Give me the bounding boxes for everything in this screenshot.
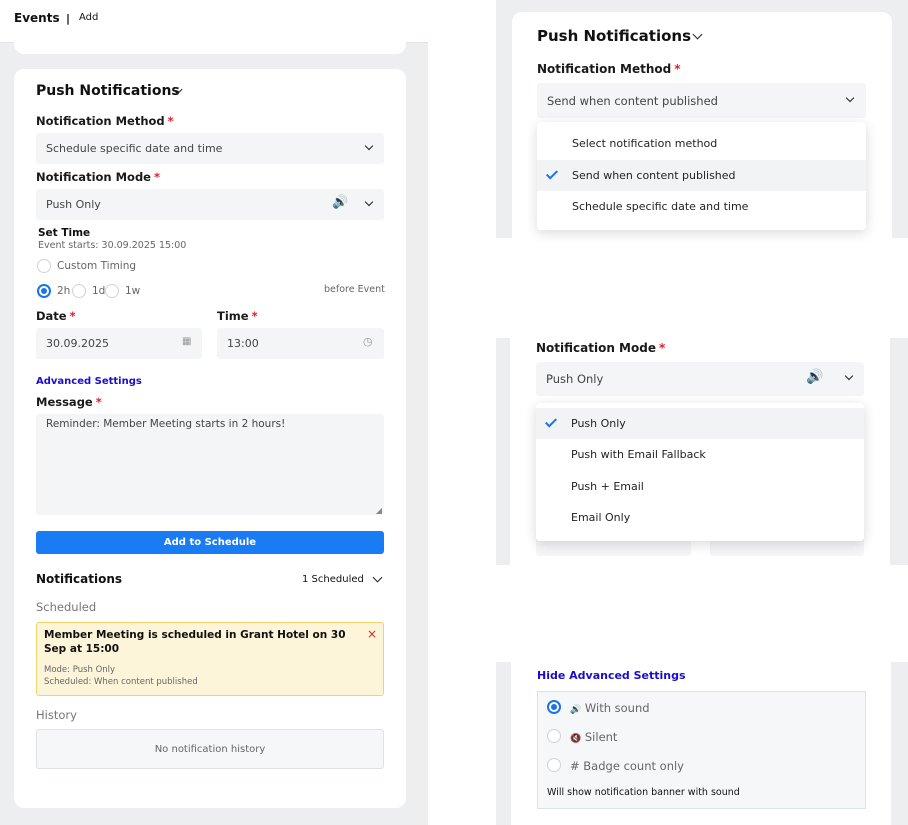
badge-only-radio[interactable] [547, 758, 561, 772]
section-title: Push Notifications [537, 27, 692, 45]
silent-radio[interactable] [547, 729, 561, 743]
badge-only-label: # Badge count only [570, 759, 684, 773]
scheduled-mode: Mode: Push Only [44, 665, 116, 675]
push-notifications-card: Push Notifications Notification Method * … [14, 69, 406, 808]
chevron-down-icon [845, 93, 855, 103]
hash-icon: # [570, 759, 580, 773]
add-to-schedule-button[interactable]: Add to Schedule [36, 531, 384, 554]
notification-mode-select[interactable]: Push Only 🔊 [36, 189, 384, 220]
event-starts: Event starts: 30.09.2025 15:00 [38, 240, 187, 251]
notifications-title: Notifications [36, 572, 123, 586]
method-dropdown-panel: Push Notifications Notification Method * … [512, 12, 892, 238]
preset-1d-radio[interactable] [72, 284, 86, 298]
delete-icon[interactable]: × [367, 627, 378, 641]
mode-label: Notification Mode * [36, 170, 160, 184]
notifications-chevron-icon[interactable] [372, 572, 383, 583]
scheduled-count: 1 Scheduled [302, 574, 364, 585]
preset-1w-radio[interactable] [105, 284, 119, 298]
date-label: Date * [36, 309, 76, 323]
breadcrumb-add[interactable]: Add [79, 12, 99, 23]
notification-method-select[interactable]: Schedule specific date and time [36, 133, 384, 164]
check-icon [545, 167, 559, 180]
preset-2h-label: 2h [57, 285, 71, 297]
speaker-icon: 🔊 [332, 195, 349, 210]
history-empty: No notification history [36, 729, 384, 769]
with-sound-radio[interactable] [547, 700, 561, 714]
notification-mode-select[interactable]: Push Only 🔊 [536, 362, 864, 396]
time-label: Time * [217, 309, 258, 323]
check-icon [544, 415, 558, 428]
message-label: Message * [36, 395, 102, 409]
scheduled-heading: Scheduled [36, 600, 97, 614]
sound-options-box: 🔊 With sound 🔇 Silent # Badge count only… [537, 691, 866, 809]
preset-1w-label: 1w [125, 285, 141, 297]
separator: | [66, 12, 71, 25]
speaker-icon: 🔊 [570, 705, 582, 715]
before-event-label: before Event [324, 284, 385, 295]
clock-icon: ◷ [363, 335, 373, 348]
speaker-icon: 🔊 [806, 369, 824, 385]
option-push-plus-email[interactable]: Push + Email [571, 480, 644, 493]
option-select-method[interactable]: Select notification method [572, 137, 718, 150]
mode-options-menu: Push Only Push with Email Fallback Push … [536, 403, 864, 541]
option-push-only[interactable]: Push Only [536, 408, 864, 439]
custom-timing-radio[interactable] [37, 259, 51, 273]
resize-handle-icon[interactable]: ◢ [375, 506, 382, 515]
date-input[interactable]: 30.09.2025 ▦ [36, 328, 202, 359]
silent-label: 🔇 Silent [570, 730, 618, 744]
option-email-only[interactable]: Email Only [571, 511, 631, 524]
with-sound-label: 🔊 With sound [570, 701, 650, 715]
page-title: Events [14, 11, 60, 25]
history-heading: History [36, 708, 77, 722]
custom-timing-label: Custom Timing [57, 260, 137, 272]
notification-method-select[interactable]: Send when content published [537, 83, 866, 118]
time-input[interactable]: 13:00 ◷ [217, 328, 384, 359]
section-title: Push Notifications [36, 83, 180, 99]
scheduled-notification-title: Member Meeting is scheduled in Grant Hot… [44, 629, 346, 655]
option-push-email-fallback[interactable]: Push with Email Fallback [571, 448, 706, 461]
muted-speaker-icon: 🔇 [570, 734, 582, 744]
mode-label: Notification Mode * [536, 341, 666, 355]
message-textarea[interactable]: Reminder: Member Meeting starts in 2 hou… [36, 414, 384, 515]
advanced-settings-link[interactable]: Advanced Settings [36, 376, 142, 387]
method-options-menu: Select notification method Send when con… [537, 122, 866, 230]
calendar-icon: ▦ [182, 336, 192, 347]
preset-2h-radio[interactable] [37, 284, 51, 298]
advanced-settings-panel: Hide Advanced Settings 🔊 With sound 🔇 Si… [511, 662, 891, 825]
scheduled-notification-card: Member Meeting is scheduled in Grant Hot… [36, 622, 384, 696]
method-label: Notification Method * [537, 62, 681, 76]
chevron-down-icon [364, 141, 374, 151]
option-schedule-specific[interactable]: Schedule specific date and time [572, 200, 749, 213]
chevron-down-icon [364, 197, 374, 207]
collapse-chevron-icon[interactable] [692, 29, 703, 40]
scheduled-when: Scheduled: When content published [44, 677, 198, 687]
mode-dropdown-panel: Notification Mode * Push Only 🔊 Push Only … [510, 338, 890, 565]
preset-1d-label: 1d [92, 285, 106, 297]
method-label: Notification Method * [36, 114, 174, 128]
hide-advanced-settings-link[interactable]: Hide Advanced Settings [537, 669, 686, 682]
sound-hint: Will show notification banner with sound [547, 787, 740, 798]
chevron-down-icon [844, 371, 854, 381]
set-time-label: Set Time [38, 227, 91, 239]
previous-card [14, 30, 406, 54]
option-send-when-published[interactable]: Send when content published [537, 160, 866, 191]
